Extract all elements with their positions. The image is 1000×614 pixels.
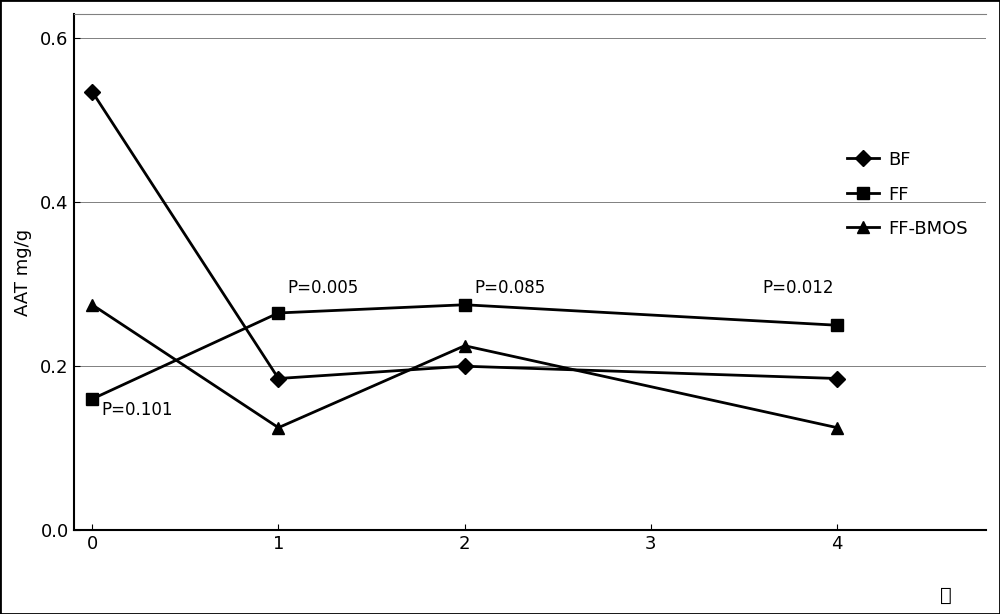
FF-BMOS [86, 301, 98, 308]
FF-BMOS [459, 342, 471, 349]
Text: P=0.101: P=0.101 [102, 400, 173, 419]
BF [459, 362, 471, 370]
Text: P=0.012: P=0.012 [763, 279, 834, 297]
BF [831, 375, 843, 382]
Line: FF-BMOS: FF-BMOS [86, 298, 843, 434]
FF [459, 301, 471, 308]
Line: FF: FF [87, 299, 843, 405]
FF [831, 322, 843, 329]
Text: 周: 周 [940, 586, 951, 605]
Y-axis label: AAT mg/g: AAT mg/g [14, 228, 32, 316]
BF [86, 88, 98, 95]
FF-BMOS [272, 424, 284, 432]
Text: P=0.085: P=0.085 [474, 279, 545, 297]
FF [272, 309, 284, 317]
FF [86, 395, 98, 403]
Text: P=0.005: P=0.005 [288, 279, 359, 297]
BF [272, 375, 284, 382]
FF-BMOS [831, 424, 843, 432]
Line: BF: BF [87, 86, 843, 384]
Legend: BF, FF, FF-BMOS: BF, FF, FF-BMOS [838, 142, 977, 247]
